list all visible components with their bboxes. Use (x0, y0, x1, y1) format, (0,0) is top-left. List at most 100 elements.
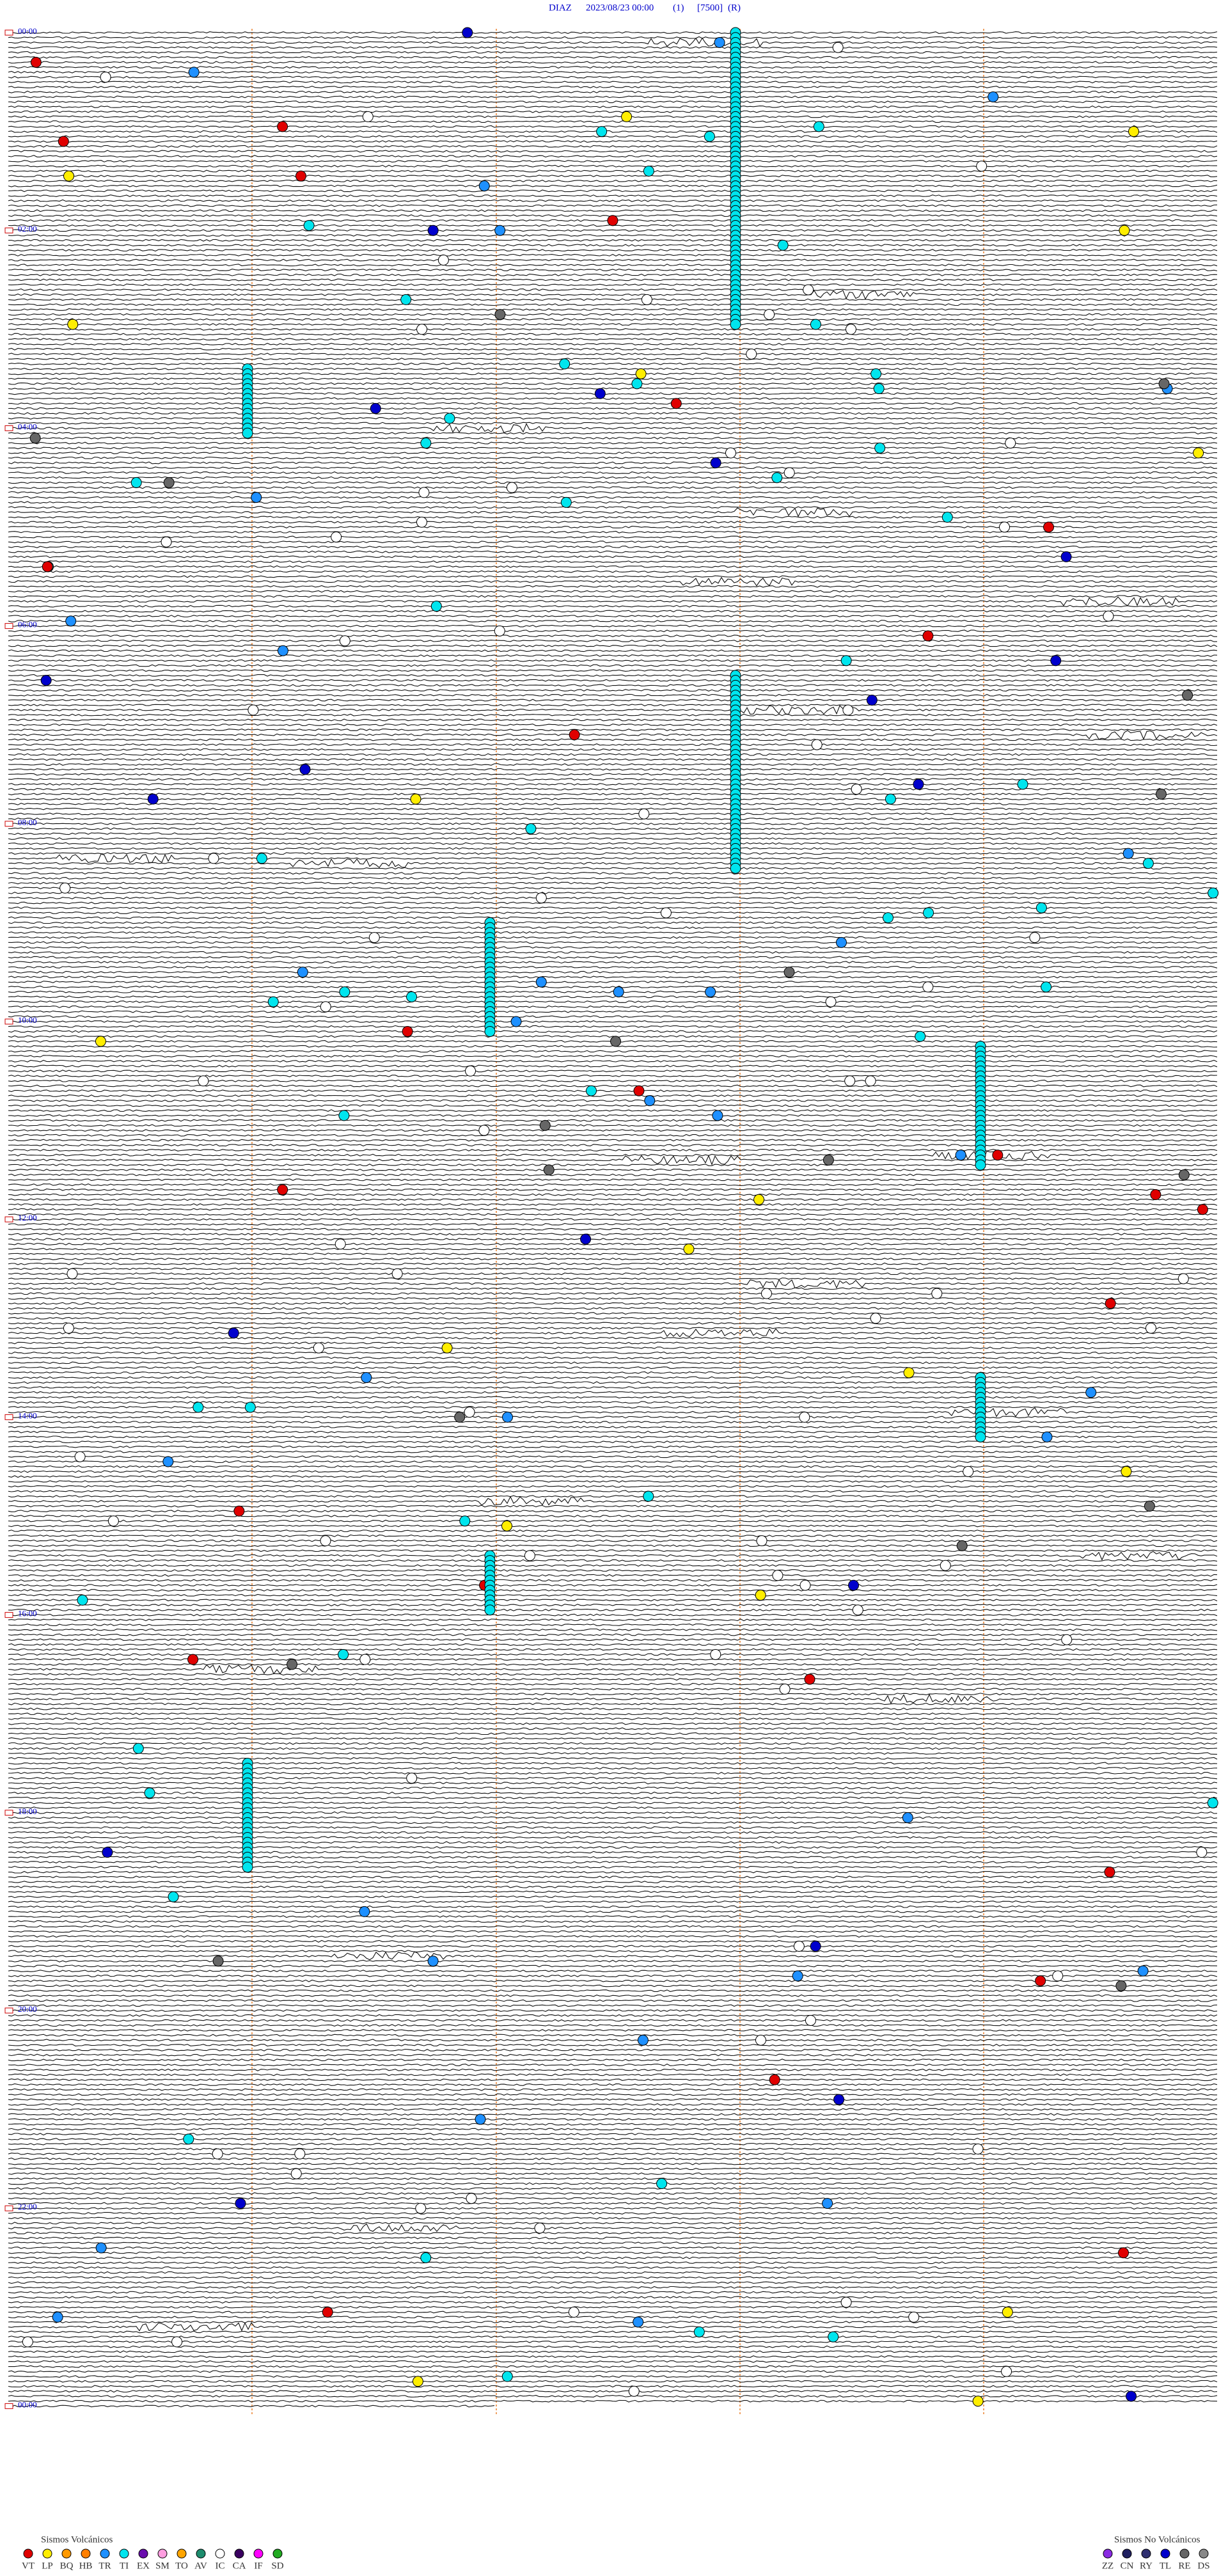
trace (8, 1030, 1218, 1033)
trace (8, 615, 1218, 618)
event-marker (484, 1604, 496, 1616)
trace (8, 530, 1218, 533)
trace (8, 1970, 1218, 1973)
header: DIAZ 2023/08/23 00:00 (1) [7500] (R) (549, 3, 741, 13)
event-marker (1193, 447, 1204, 459)
trace (8, 179, 1218, 182)
trace (8, 1262, 1218, 1265)
event-marker (147, 793, 159, 805)
trace (8, 2207, 1218, 2210)
trace (8, 1277, 1218, 1281)
time-label: 18:00 (18, 1806, 37, 1816)
trace (8, 595, 1218, 598)
trace (8, 392, 1218, 395)
trace (8, 2083, 1218, 2086)
trace (8, 1257, 1218, 1261)
event-marker (287, 1659, 298, 1670)
trace (8, 328, 1218, 331)
event-marker (660, 907, 672, 919)
time-label: 02:00 (18, 224, 37, 233)
event-marker (1050, 655, 1062, 667)
trace (8, 1856, 1218, 1859)
legend-marker (1199, 2548, 1209, 2559)
trace (8, 288, 1218, 291)
trace (8, 1292, 1218, 1295)
trace (8, 635, 1217, 638)
trace (8, 1089, 1218, 1093)
trace (8, 1386, 1218, 1389)
event-marker (188, 67, 200, 78)
trace (8, 1148, 1218, 1151)
trace (8, 1604, 1218, 1607)
time-label: 00:00 (18, 26, 37, 36)
trace (8, 2138, 1218, 2140)
event-marker (130, 477, 142, 488)
trace (8, 1791, 1218, 1794)
trace (8, 1945, 1218, 1948)
trace (8, 1964, 1218, 1968)
event-marker (361, 1372, 372, 1384)
event-marker (339, 635, 350, 647)
trace (8, 1213, 1218, 1216)
trace (8, 867, 1218, 870)
event-marker (865, 1075, 876, 1087)
trace (8, 313, 1218, 316)
trace (8, 278, 1218, 281)
legend-marker (1122, 2548, 1132, 2559)
legend-code: CN (1121, 2561, 1134, 2571)
event-marker (244, 1402, 256, 1413)
trace (8, 705, 1218, 715)
trace (8, 1005, 1217, 1008)
event-marker (539, 1119, 551, 1131)
trace (8, 1336, 1218, 1339)
event-marker (769, 2074, 780, 2085)
trace (8, 1391, 1218, 1394)
trace (8, 2009, 1218, 2012)
trace (8, 812, 1218, 816)
event-marker (251, 492, 262, 503)
time-label: 12:00 (18, 1213, 37, 1222)
event-marker (1052, 1970, 1064, 1982)
event-marker (955, 1150, 966, 1161)
trace (8, 175, 1218, 178)
event-marker (1121, 1466, 1132, 1477)
trace (8, 66, 1218, 69)
trace (8, 1430, 1218, 1434)
event-marker (400, 294, 412, 305)
event-marker (823, 1154, 834, 1166)
legend-code: HB (79, 2561, 93, 2571)
event-marker (764, 309, 775, 320)
trace (8, 1025, 1218, 1028)
trace (8, 150, 1218, 153)
legend: Sismos Volcánicos VT LP BQ HB TR TI EX SM TO AV IC C… (22, 2534, 1210, 2571)
trace (8, 1460, 1218, 1463)
trace (8, 2405, 495, 2408)
legend-code: LP (42, 2561, 53, 2571)
trace (8, 2375, 1218, 2378)
trace (8, 1693, 1218, 1696)
legend-marker (1179, 2548, 1190, 2559)
trace (8, 2187, 1218, 2190)
trace (8, 2296, 1218, 2299)
trace (8, 2172, 1218, 2176)
trace (8, 1994, 1218, 1997)
event-marker (813, 121, 824, 132)
trace (8, 1826, 1218, 1829)
legend-code: IC (216, 2561, 225, 2571)
label-mark (4, 821, 13, 827)
trace (8, 130, 1218, 133)
trace (8, 476, 1218, 479)
event-marker (885, 793, 896, 805)
event-marker (915, 1031, 926, 1042)
trace (8, 31, 1218, 34)
event-marker (903, 1367, 915, 1379)
trace (8, 832, 1218, 835)
trace (8, 100, 1218, 104)
event-marker (799, 1411, 810, 1423)
event-marker (1104, 1867, 1115, 1878)
trace (8, 1776, 1218, 1780)
trace (8, 303, 1218, 306)
trace (8, 2078, 1218, 2082)
trace (8, 981, 1218, 984)
event-marker (753, 1194, 765, 1205)
